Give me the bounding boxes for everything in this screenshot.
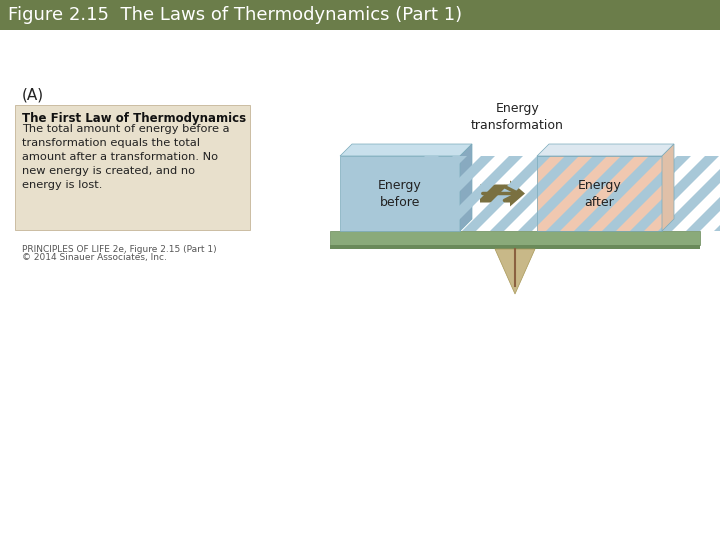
- Polygon shape: [686, 156, 720, 231]
- Polygon shape: [406, 156, 495, 231]
- Text: (A): (A): [22, 87, 44, 103]
- Polygon shape: [350, 156, 439, 231]
- Text: Energy
before: Energy before: [378, 179, 422, 208]
- Polygon shape: [490, 156, 579, 231]
- Polygon shape: [658, 156, 720, 231]
- FancyArrow shape: [480, 180, 525, 206]
- Polygon shape: [462, 156, 551, 231]
- Polygon shape: [602, 156, 691, 231]
- Text: Figure 2.15  The Laws of Thermodynamics (Part 1): Figure 2.15 The Laws of Thermodynamics (…: [8, 6, 462, 24]
- Bar: [537, 156, 662, 231]
- Polygon shape: [434, 156, 523, 231]
- Text: PRINCIPLES OF LIFE 2e, Figure 2.15 (Part 1): PRINCIPLES OF LIFE 2e, Figure 2.15 (Part…: [22, 245, 217, 254]
- Polygon shape: [518, 156, 607, 231]
- Text: © 2014 Sinauer Associates, Inc.: © 2014 Sinauer Associates, Inc.: [22, 253, 167, 262]
- Bar: [330, 231, 700, 245]
- Text: Energy
transformation: Energy transformation: [471, 102, 564, 132]
- Polygon shape: [330, 245, 700, 249]
- Polygon shape: [630, 156, 719, 231]
- Polygon shape: [546, 156, 635, 231]
- Polygon shape: [537, 144, 674, 156]
- Polygon shape: [495, 249, 535, 294]
- Bar: [0, 0, 720, 30]
- FancyBboxPatch shape: [15, 105, 250, 230]
- Polygon shape: [378, 156, 467, 231]
- Polygon shape: [460, 144, 472, 231]
- Polygon shape: [574, 156, 663, 231]
- Polygon shape: [340, 144, 472, 156]
- Bar: [537, 156, 662, 231]
- Bar: [340, 156, 460, 231]
- Text: The total amount of energy before a
transformation equals the total
amount after: The total amount of energy before a tran…: [22, 124, 230, 190]
- Text: Energy
after: Energy after: [577, 179, 621, 208]
- Polygon shape: [662, 144, 674, 231]
- Polygon shape: [714, 156, 720, 231]
- Text: The First Law of Thermodynamics: The First Law of Thermodynamics: [22, 112, 246, 125]
